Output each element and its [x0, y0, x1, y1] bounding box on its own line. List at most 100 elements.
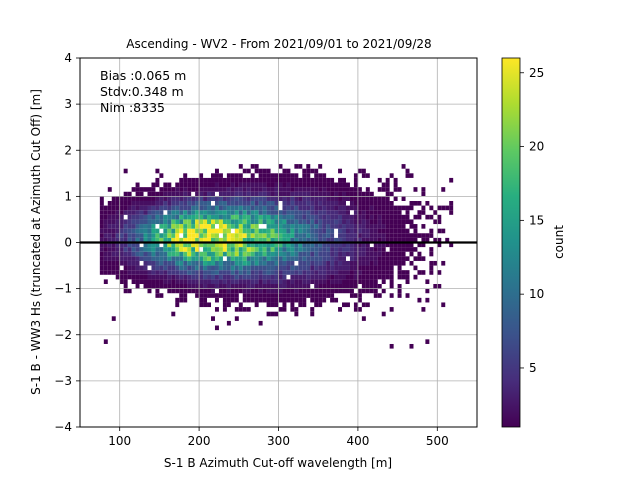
heatmap-cell [199, 279, 204, 285]
heatmap-cell [397, 293, 402, 298]
heatmap-cell [310, 311, 315, 317]
heatmap-cell [159, 274, 164, 280]
heatmap-cell [302, 205, 307, 211]
heatmap-cell [342, 237, 346, 243]
heatmap-cell [266, 228, 271, 234]
heatmap-cell [262, 219, 267, 225]
heatmap-cell [330, 214, 335, 220]
heatmap-cell [377, 256, 382, 261]
heatmap-cell [357, 237, 362, 243]
heatmap-cell [282, 191, 287, 197]
heatmap-cell [187, 205, 192, 211]
x-axis-ticks: 100 200 300 400 500 [108, 427, 449, 448]
heatmap-cell [226, 274, 231, 280]
heatmap-cell [353, 187, 358, 192]
heatmap-cell [167, 256, 172, 261]
heatmap-cell [357, 279, 362, 285]
heatmap-cell [119, 228, 124, 234]
heatmap-cell [306, 196, 311, 201]
heatmap-cell [278, 182, 283, 188]
heatmap-cell [342, 256, 346, 261]
heatmap-cell [234, 256, 239, 261]
heatmap-cell [135, 265, 140, 271]
heatmap-cell [270, 242, 275, 248]
heatmap-cell [298, 247, 303, 252]
heatmap-cell [222, 224, 227, 229]
heatmap-cell [159, 293, 164, 298]
heatmap-cell [353, 302, 358, 308]
heatmap-cell [199, 260, 204, 266]
heatmap-cell [199, 270, 204, 275]
heatmap-cell [111, 237, 116, 243]
heatmap-cell [262, 288, 267, 294]
heatmap-cell [349, 219, 354, 225]
heatmap-cell [262, 247, 267, 252]
heatmap-cell [393, 182, 398, 188]
heatmap-cell [437, 284, 442, 289]
heatmap-cell [286, 200, 291, 206]
heatmap-cell [266, 302, 271, 308]
heatmap-cell [361, 260, 366, 266]
heatmap-cell [171, 205, 176, 211]
heatmap-cell [310, 205, 315, 211]
heatmap-cell [361, 173, 366, 178]
heatmap-cell [314, 256, 319, 261]
heatmap-cell [163, 247, 168, 252]
heatmap-cell [294, 307, 299, 312]
heatmap-cell [139, 270, 144, 275]
heatmap-cell [274, 265, 279, 271]
heatmap-cell [417, 214, 422, 220]
heatmap-cell [214, 242, 219, 248]
heatmap-cell [163, 237, 168, 243]
heatmap-cell [369, 256, 374, 261]
heatmap-cell [262, 274, 267, 280]
heatmap-cell [242, 214, 247, 220]
heatmap-cell [393, 196, 398, 201]
heatmap-cell [107, 228, 112, 234]
heatmap-cell [286, 242, 291, 248]
heatmap-cell [254, 284, 259, 289]
heatmap-cell [270, 177, 275, 183]
heatmap-cell [258, 293, 263, 298]
heatmap-cell [127, 219, 132, 225]
heatmap-cell [238, 228, 243, 234]
heatmap-cell [266, 270, 271, 275]
heatmap-cell [151, 237, 156, 243]
heatmap-cell [191, 279, 196, 285]
heatmap-cell [361, 316, 366, 321]
heatmap-cell [103, 242, 108, 248]
heatmap-cell [155, 237, 160, 243]
heatmap-cell [159, 187, 164, 192]
heatmap-cell [306, 293, 311, 298]
stats-nim: Nim :8335 [100, 100, 165, 115]
heatmap-cell [345, 237, 350, 243]
heatmap-cell [155, 182, 160, 188]
heatmap-cell [195, 237, 200, 243]
heatmap-cell [230, 177, 235, 183]
heatmap-cell [211, 191, 215, 197]
heatmap-cell [139, 196, 144, 201]
heatmap-cell [389, 219, 394, 225]
heatmap-cell [222, 251, 227, 257]
heatmap-cell [203, 205, 208, 211]
heatmap-cell [282, 228, 287, 234]
heatmap-cell [302, 293, 307, 298]
heatmap-cell [274, 297, 279, 303]
heatmap-cell [147, 219, 152, 225]
heatmap-cell [139, 251, 144, 257]
heatmap-cell [369, 247, 374, 252]
heatmap-cell [298, 288, 303, 294]
heatmap-cell [147, 260, 152, 266]
heatmap-cell [234, 251, 239, 257]
heatmap-cell [199, 210, 204, 215]
colorbar-tick-label: 20 [529, 140, 544, 154]
heatmap-cell [369, 265, 374, 271]
heatmap-cell [278, 265, 283, 271]
heatmap-cell [286, 279, 291, 285]
heatmap-cell [107, 256, 112, 261]
heatmap-cell [135, 237, 140, 243]
y-tick-label: 3 [64, 97, 72, 111]
heatmap-cell [183, 219, 188, 225]
heatmap-cell [151, 214, 156, 220]
